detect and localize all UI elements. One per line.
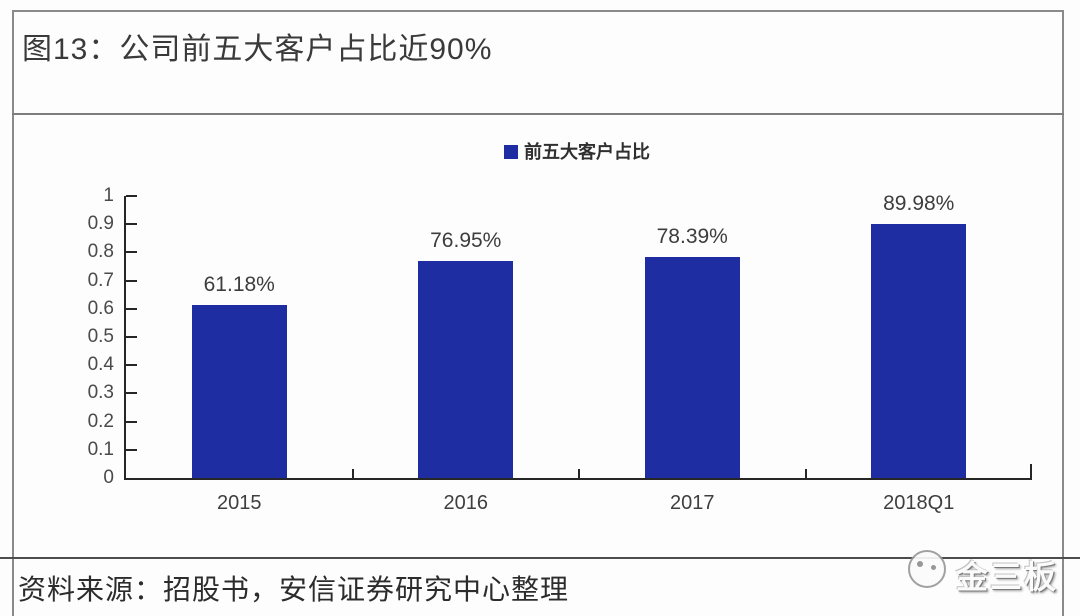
y-tick-label: 0.8 xyxy=(87,241,114,263)
y-axis-tick xyxy=(126,223,137,226)
watermark-text: 金三板 xyxy=(956,559,1059,595)
x-axis-tick xyxy=(804,469,807,478)
x-category-label: 2018Q1 xyxy=(883,492,955,514)
y-axis-tick xyxy=(126,364,137,367)
y-axis-tick xyxy=(126,392,137,395)
bar-value-label: 61.18% xyxy=(203,273,275,297)
legend-swatch-icon xyxy=(504,145,518,159)
bar-value-label: 89.98% xyxy=(883,192,955,216)
y-tick-label: 0 xyxy=(103,467,114,488)
y-axis-tick xyxy=(126,251,137,254)
x-category-label: 2015 xyxy=(217,492,262,514)
figure-border-left xyxy=(12,10,14,616)
y-axis-tick xyxy=(126,307,137,310)
y-axis-tick xyxy=(126,195,137,197)
y-tick-label: 0.9 xyxy=(87,213,114,235)
bar-value-label: 78.39% xyxy=(656,224,728,248)
figure-border-right xyxy=(1062,10,1064,616)
title-separator xyxy=(12,113,1064,115)
figure-border-top xyxy=(12,10,1064,12)
y-tick-label: 0.6 xyxy=(87,297,114,319)
y-axis-tick xyxy=(126,279,137,282)
source-text: 资料来源：招股书，安信证券研究中心整理 xyxy=(18,574,570,605)
x-category-label: 2017 xyxy=(670,492,715,514)
bar xyxy=(644,256,740,478)
x-category-label: 2016 xyxy=(443,492,489,514)
bar-value-label: 76.95% xyxy=(430,229,502,253)
x-axis-tick xyxy=(351,469,354,478)
bar xyxy=(871,224,967,478)
plot-area: 0 0.1 0.2 0.3 0.4 0.5 0.6 0.7 0.8 0.9 1 61.18% 2015 7… xyxy=(88,185,1032,514)
x-axis-tick xyxy=(578,469,580,478)
y-axis-tick xyxy=(126,336,137,338)
bar xyxy=(418,261,514,478)
y-axis-tick xyxy=(126,448,137,451)
y-tick-label: 0.7 xyxy=(87,269,114,291)
watermark: 金三板 xyxy=(900,544,1065,596)
y-tick-label: 0.1 xyxy=(87,438,114,460)
y-tick-label: 0.3 xyxy=(87,382,114,404)
y-axis-tick xyxy=(126,420,137,423)
legend-label: 前五大客户占比 xyxy=(524,142,650,162)
chart-legend: 前五大客户占比 xyxy=(124,138,1030,164)
y-tick-label: 0.2 xyxy=(87,410,114,432)
y-tick-label: 0.4 xyxy=(87,354,114,376)
figure-title: 图13：公司前五大客户占比近90% xyxy=(22,33,493,66)
y-tick-label: 0.5 xyxy=(87,326,114,347)
x-axis-end-cap xyxy=(1030,464,1032,478)
source-separator xyxy=(0,557,1080,559)
bar xyxy=(191,305,287,478)
y-tick-label: 1 xyxy=(103,185,114,206)
watermark-logo-icon xyxy=(908,550,946,588)
